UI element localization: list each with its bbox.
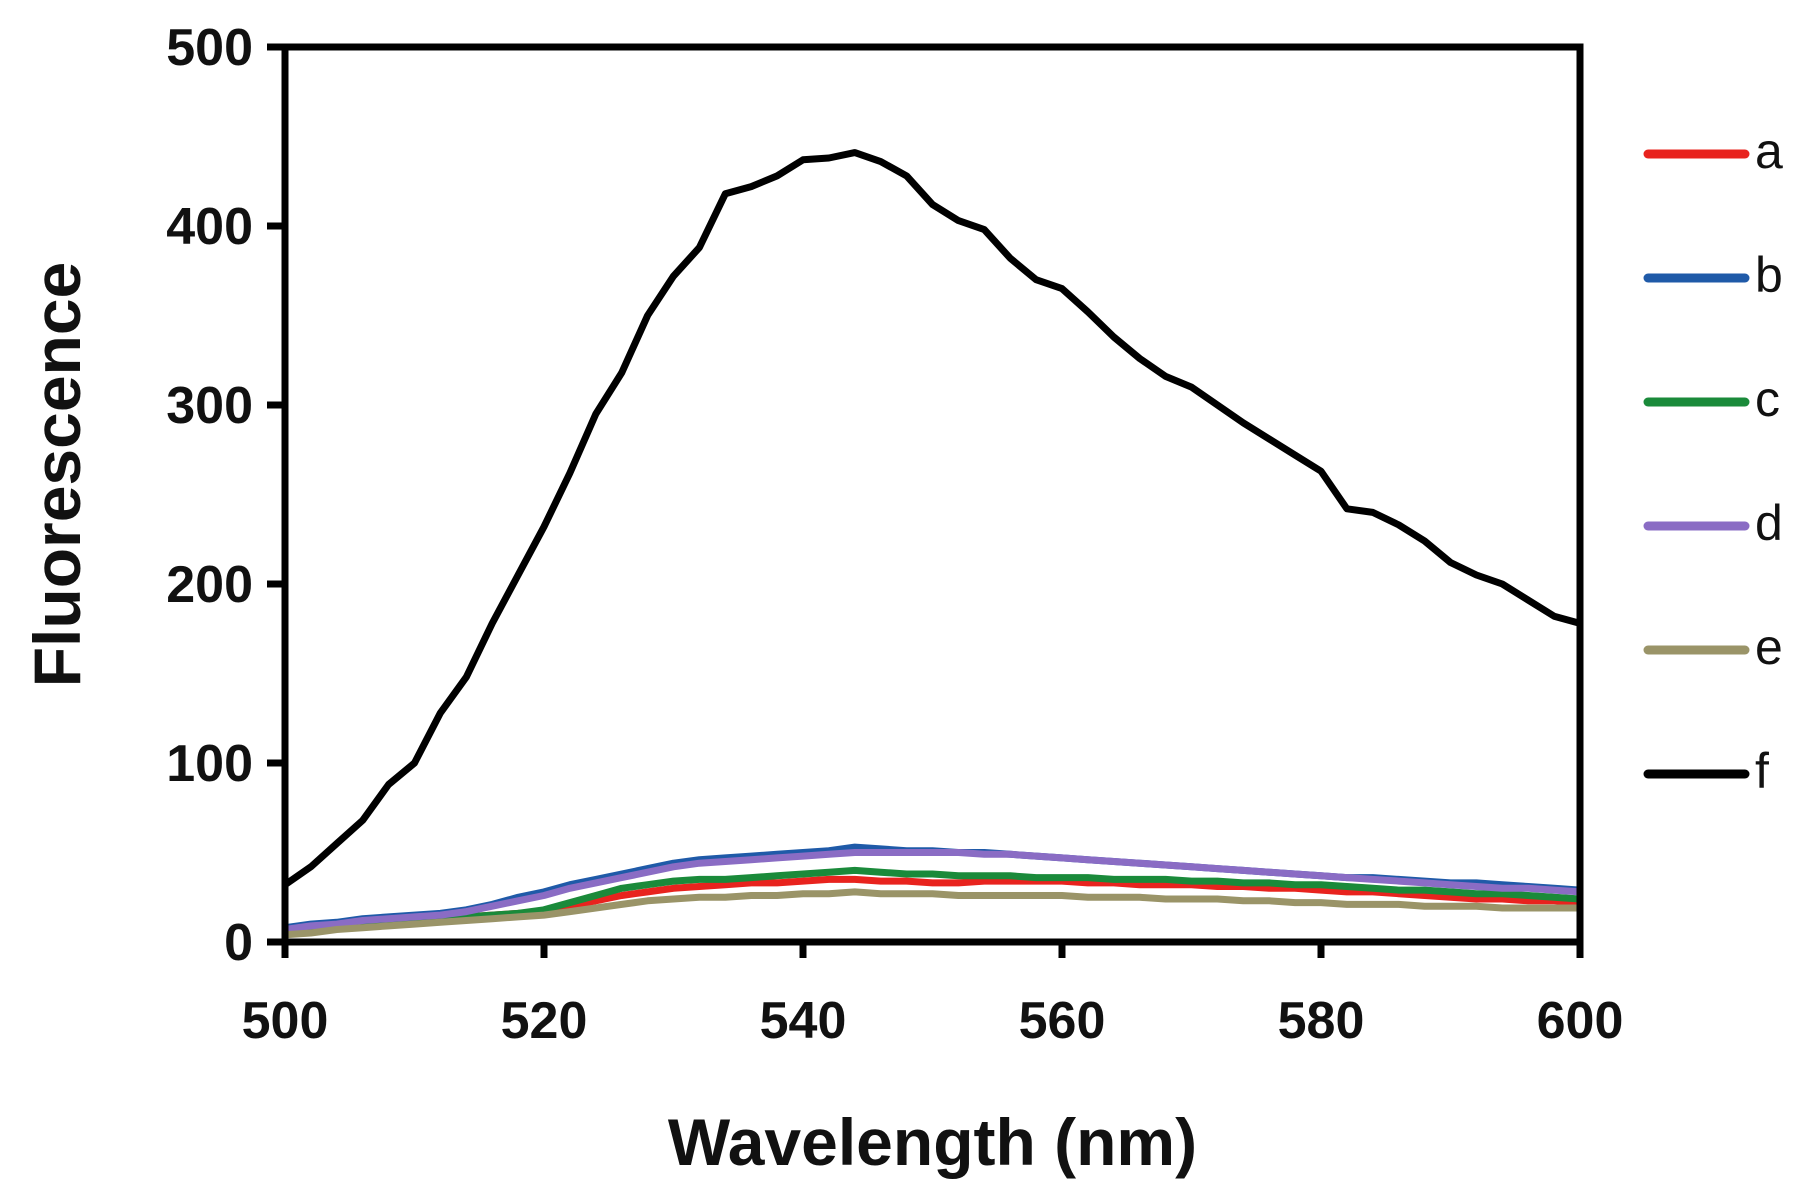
x-tick-label: 500 <box>242 992 329 1050</box>
legend-label-f: f <box>1755 743 1769 799</box>
plot-frame <box>281 43 1584 946</box>
y-tick-label: 500 <box>166 19 253 77</box>
ticks-layer: 0 100 200 300 400 500 500 520 540 560 580 600 <box>166 19 1623 1050</box>
series-line-e <box>281 888 1584 939</box>
series-line-d <box>281 849 1584 933</box>
legend-label-c: c <box>1755 371 1780 427</box>
x-tick-label: 580 <box>1278 992 1365 1050</box>
y-tick-label: 0 <box>224 914 253 972</box>
y-axis-title: Fluorescence <box>20 262 94 688</box>
legend-label-b: b <box>1755 247 1783 303</box>
series-line-f <box>281 149 1584 889</box>
legend-label-e: e <box>1755 619 1783 675</box>
series-line-c <box>281 866 1584 937</box>
y-tick-label: 200 <box>166 556 253 614</box>
legend: a b c d e f <box>1643 123 1783 799</box>
series-layer <box>281 149 1584 939</box>
legend-label-a: a <box>1755 123 1783 179</box>
x-tick-label: 560 <box>1019 992 1106 1050</box>
x-tick-label: 600 <box>1537 992 1624 1050</box>
x-tick-label: 540 <box>760 992 847 1050</box>
x-tick-label: 520 <box>501 992 588 1050</box>
legend-label-d: d <box>1755 495 1783 551</box>
x-axis-title: Wavelength (nm) <box>668 1105 1197 1179</box>
y-tick-label: 100 <box>166 735 253 793</box>
y-tick-label: 400 <box>166 198 253 256</box>
y-tick-label: 300 <box>166 377 253 435</box>
